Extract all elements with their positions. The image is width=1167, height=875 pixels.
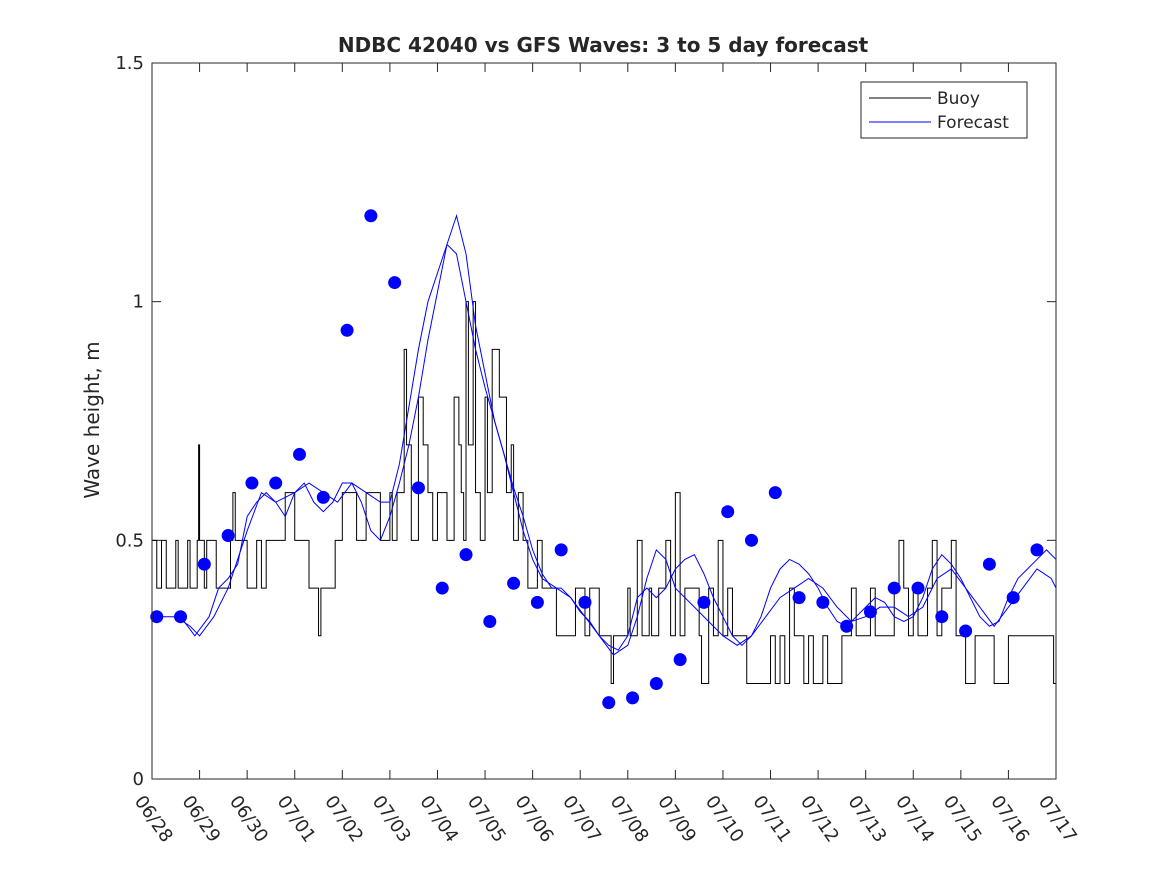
forecast-point: [673, 653, 687, 667]
forecast-point: [649, 677, 663, 691]
forecast-point: [816, 595, 830, 609]
forecast-point: [863, 605, 877, 619]
forecast-point: [221, 529, 235, 543]
x-tick-label: 07/08: [606, 792, 653, 847]
forecast-point: [982, 557, 996, 571]
forecast-point: [174, 610, 188, 624]
x-tick-label: 06/29: [177, 792, 224, 847]
series-layer: [152, 213, 1057, 685]
x-tick-label: 07/14: [891, 792, 938, 847]
x-tick-label: 06/28: [130, 792, 177, 847]
x-tick-label: 07/09: [653, 792, 700, 847]
x-tick-label: 07/11: [748, 792, 795, 847]
x-tick-label: 07/06: [511, 792, 558, 847]
chart-title: NDBC 42040 vs GFS Waves: 3 to 5 day fore…: [338, 33, 869, 57]
forecast-point: [150, 610, 164, 624]
forecast-point: [840, 619, 854, 633]
y-axis-label: Wave height, m: [80, 341, 104, 498]
forecast-point: [245, 476, 259, 490]
y-tick-label: 0: [133, 769, 144, 790]
y-tick-label: 1.5: [115, 53, 144, 74]
y-tick-label: 1: [133, 292, 144, 313]
x-tick-label: 07/15: [939, 792, 986, 847]
forecast-point: [935, 610, 949, 624]
forecast-point: [697, 595, 711, 609]
forecast-point: [1006, 591, 1020, 605]
x-tick-label: 07/03: [368, 792, 415, 847]
forecast-point: [626, 691, 640, 705]
forecast-point: [316, 490, 330, 504]
x-tick-label: 07/10: [701, 792, 748, 847]
legend: Buoy Forecast: [860, 81, 1028, 139]
forecast-point: [744, 533, 758, 547]
legend-forecast-label: Forecast: [937, 113, 1009, 133]
x-tick-label: 07/05: [463, 792, 510, 847]
x-tick-label: 07/16: [986, 792, 1033, 847]
forecast-point: [887, 581, 901, 595]
forecast-point: [911, 581, 925, 595]
forecast-point: [388, 276, 402, 290]
forecast-point: [792, 591, 806, 605]
forecast-point: [602, 696, 616, 710]
forecast-point: [768, 486, 782, 500]
plot-area: [152, 63, 1056, 779]
forecast-line: [156, 213, 1057, 651]
forecast-point: [269, 476, 283, 490]
forecast-point: [292, 447, 306, 461]
marker-layer: [150, 209, 1044, 710]
forecast-point: [959, 624, 973, 638]
forecast-point: [459, 548, 473, 562]
legend-box: [860, 81, 1028, 139]
forecast-point: [411, 481, 425, 495]
forecast-point: [483, 614, 497, 628]
forecast-point: [340, 323, 354, 337]
x-tick-label: 07/13: [844, 792, 891, 847]
y-axis: 0 0.5 1 1.5: [115, 53, 1056, 790]
x-tick-label: 06/30: [225, 792, 272, 847]
forecast-point: [435, 581, 449, 595]
x-tick-label: 07/17: [1034, 792, 1081, 847]
x-tick-label: 07/04: [415, 792, 462, 847]
forecast-point: [578, 595, 592, 609]
forecast-point: [554, 543, 568, 557]
forecast-point: [197, 557, 211, 571]
forecast-point: [364, 209, 378, 223]
buoy-line: [152, 301, 1056, 685]
x-tick-label: 07/01: [273, 792, 320, 847]
legend-buoy-label: Buoy: [937, 89, 980, 109]
forecast-line: [175, 243, 1057, 656]
forecast-point: [530, 595, 544, 609]
forecast-point: [1030, 543, 1044, 557]
y-tick-label: 0.5: [115, 530, 144, 551]
plot-frame: [151, 62, 1057, 780]
x-tick-label: 07/12: [796, 792, 843, 847]
forecast-point: [721, 505, 735, 519]
x-tick-label: 07/07: [558, 792, 605, 847]
x-tick-label: 07/02: [320, 792, 367, 847]
forecast-point: [507, 576, 521, 590]
